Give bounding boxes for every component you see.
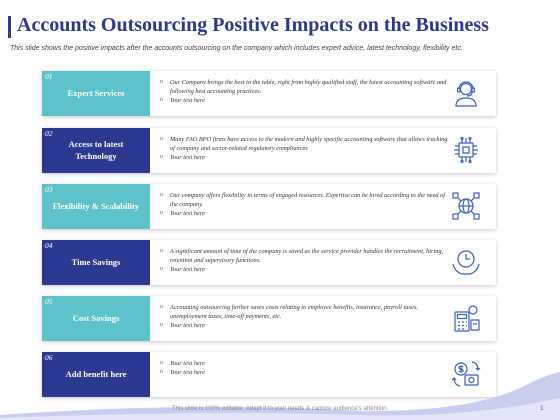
circuit-chip-icon [454,136,478,164]
benefit-number: 03 [45,185,53,194]
calculator-money-icon [454,305,480,332]
network-globe-icon [452,192,480,220]
page-title: Accounts Outsourcing Positive Impacts on… [17,14,489,36]
bullet-item: Your text here [160,368,450,377]
bullet-item: Many FAO BPO firms have access to the mo… [160,135,450,153]
benefit-row-latest-technology: Access to latest Technology 02 Many FAO … [42,128,496,173]
benefit-label: Expert Services [42,71,150,116]
benefit-bullets: Many FAO BPO firms have access to the mo… [160,135,450,162]
support-agent-icon [455,81,477,107]
benefit-label: Add benefit here [42,352,150,397]
bullet-item: Your text here [160,265,450,274]
footer-note: This slide is 100% editable. Adapt it to… [171,406,389,412]
benefit-number: 05 [45,297,53,306]
bullet-item: Accounting outsourcing further saves cos… [160,303,450,321]
benefit-bullets: Accounting outsourcing further saves cos… [160,303,450,330]
benefit-label: Access to latest Technology [42,128,150,173]
benefit-number: 01 [45,72,53,81]
benefit-label: Cost Savings [42,296,150,341]
benefit-row-flexibility-scalability: Flexibility & Scalability 03 Our company… [42,184,496,229]
benefit-row-add-benefit: Add benefit here 06 Your text here Your … [42,352,496,397]
bullet-item: Your text here [160,209,450,218]
bullet-item: Your text here [160,153,450,162]
clock-hands-icon [452,250,480,275]
benefit-number: 06 [45,353,53,362]
benefit-bullets: Our company offers flexibility in terms … [160,191,450,218]
page-subtitle: This slide shows the positive impacts af… [10,45,463,52]
bullet-item: A significant amount of time of the comp… [160,247,450,265]
bullet-item: Our Company brings the best to the table… [160,78,450,96]
benefit-label: Time Savings [42,240,150,285]
bullet-item: Your text here [160,321,450,330]
dollar-exchange-icon [451,361,481,387]
bullet-item: Your text here [160,359,450,368]
benefit-bullets: Your text here Your text here [160,359,450,377]
benefit-row-cost-savings: Cost Savings 05 Accounting outsourcing f… [42,296,496,341]
title-accent-bar [8,16,11,38]
benefit-bullets: A significant amount of time of the comp… [160,247,450,274]
benefit-label: Flexibility & Scalability [42,184,150,229]
benefit-row-time-savings: Time Savings 04 A significant amount of … [42,240,496,285]
bullet-item: Your text here [160,96,450,105]
benefit-row-expert-services: Expert Services 01 Our Company brings th… [42,71,496,116]
benefit-bullets: Our Company brings the best to the table… [160,78,450,105]
bullet-item: Our company offers flexibility in terms … [160,191,450,209]
benefit-number: 04 [45,241,53,250]
benefit-number: 02 [45,129,53,138]
page-number: 1 [540,405,544,412]
